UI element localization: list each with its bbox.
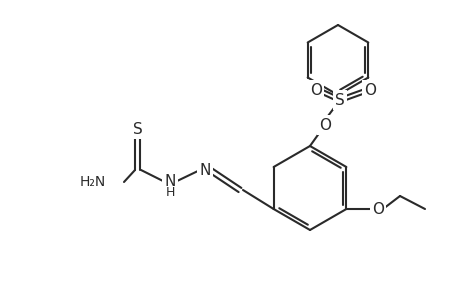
Text: N: N xyxy=(199,163,210,178)
Text: H₂N: H₂N xyxy=(79,175,106,189)
Text: S: S xyxy=(133,122,143,136)
Text: O: O xyxy=(363,82,375,98)
Text: O: O xyxy=(371,202,383,217)
Text: N: N xyxy=(164,175,175,190)
Text: O: O xyxy=(309,82,321,98)
Text: H: H xyxy=(165,187,174,200)
Text: S: S xyxy=(335,92,344,107)
Text: O: O xyxy=(318,118,330,133)
